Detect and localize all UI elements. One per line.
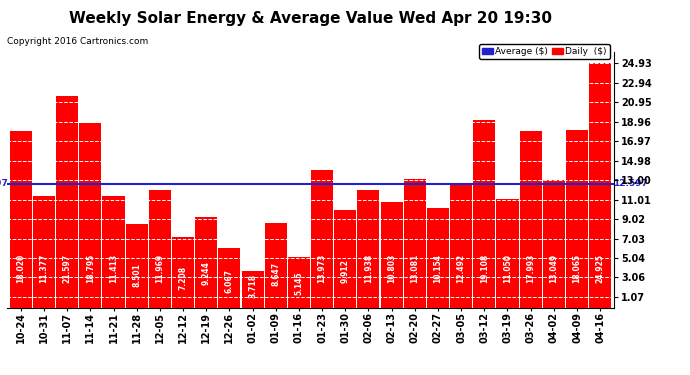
Bar bbox=[381, 201, 403, 308]
Text: 21.597: 21.597 bbox=[63, 254, 72, 283]
Text: Weekly Solar Energy & Average Value Wed Apr 20 19:30: Weekly Solar Energy & Average Value Wed … bbox=[69, 11, 552, 26]
Bar bbox=[357, 190, 380, 308]
Legend: Average ($), Daily  ($): Average ($), Daily ($) bbox=[479, 44, 609, 58]
Text: 18.795: 18.795 bbox=[86, 254, 95, 283]
Text: 11.050: 11.050 bbox=[503, 254, 512, 283]
Bar bbox=[103, 196, 124, 308]
Text: 11.969: 11.969 bbox=[155, 254, 164, 283]
Text: 24.925: 24.925 bbox=[595, 254, 604, 283]
Text: 6.067: 6.067 bbox=[225, 268, 234, 292]
Bar bbox=[589, 63, 611, 308]
Text: 13.973: 13.973 bbox=[317, 254, 326, 283]
Bar bbox=[265, 223, 287, 308]
Bar bbox=[427, 208, 449, 308]
Bar bbox=[311, 171, 333, 308]
Bar bbox=[33, 196, 55, 308]
Text: 8.647: 8.647 bbox=[271, 262, 280, 286]
Text: 19.108: 19.108 bbox=[480, 254, 489, 283]
Bar bbox=[473, 120, 495, 308]
Text: 11.413: 11.413 bbox=[109, 254, 118, 283]
Text: 12.492: 12.492 bbox=[457, 254, 466, 283]
Text: 7.208: 7.208 bbox=[179, 266, 188, 290]
Text: Copyright 2016 Cartronics.com: Copyright 2016 Cartronics.com bbox=[7, 38, 148, 46]
Text: 5.145: 5.145 bbox=[295, 271, 304, 295]
Bar bbox=[520, 131, 542, 308]
Text: 17.993: 17.993 bbox=[526, 254, 535, 283]
Text: 12.597: 12.597 bbox=[0, 180, 8, 189]
Text: 10.154: 10.154 bbox=[433, 254, 442, 283]
Text: 11.938: 11.938 bbox=[364, 254, 373, 283]
Bar bbox=[334, 210, 356, 308]
Bar bbox=[10, 131, 32, 308]
Text: 9.912: 9.912 bbox=[341, 260, 350, 283]
Bar bbox=[149, 190, 171, 308]
Text: 11.377: 11.377 bbox=[39, 254, 48, 283]
Bar bbox=[404, 179, 426, 308]
Bar bbox=[172, 237, 194, 308]
Bar bbox=[195, 217, 217, 308]
Text: 18.065: 18.065 bbox=[573, 254, 582, 283]
Text: 12.597: 12.597 bbox=[613, 180, 648, 189]
Text: 3.718: 3.718 bbox=[248, 274, 257, 298]
Bar bbox=[566, 130, 588, 308]
Text: 9.244: 9.244 bbox=[201, 261, 210, 285]
Bar bbox=[56, 96, 78, 308]
Bar bbox=[450, 185, 472, 308]
Bar bbox=[543, 180, 565, 308]
Bar bbox=[497, 199, 518, 308]
Bar bbox=[241, 271, 264, 308]
Text: 18.020: 18.020 bbox=[17, 254, 26, 283]
Bar bbox=[218, 248, 240, 308]
Text: 13.049: 13.049 bbox=[549, 254, 558, 283]
Bar bbox=[79, 123, 101, 308]
Text: 13.081: 13.081 bbox=[411, 254, 420, 283]
Bar bbox=[288, 257, 310, 307]
Text: 8.501: 8.501 bbox=[132, 263, 141, 286]
Bar bbox=[126, 224, 148, 308]
Text: 10.803: 10.803 bbox=[387, 254, 396, 283]
